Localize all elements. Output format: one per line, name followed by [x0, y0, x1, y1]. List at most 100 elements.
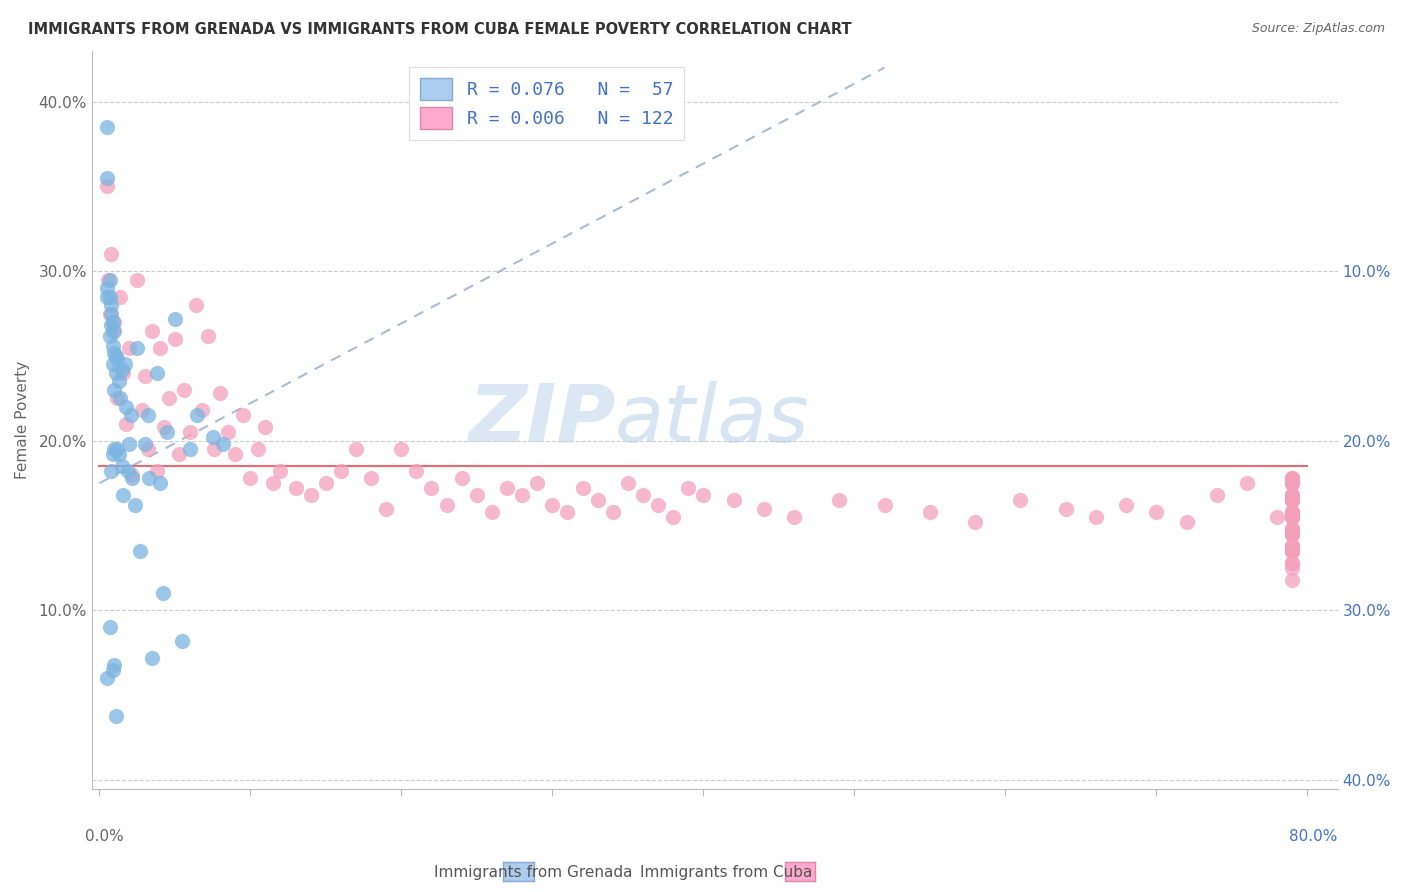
Point	[129, 544, 152, 558]
Point	[1144, 505, 1167, 519]
Text: Source: ZipAtlas.com: Source: ZipAtlas.com	[1251, 22, 1385, 36]
Point	[723, 493, 745, 508]
Point	[98, 307, 121, 321]
Point	[1281, 488, 1303, 502]
Point	[1281, 539, 1303, 553]
Point	[1281, 471, 1303, 485]
Point	[617, 476, 640, 491]
Point	[692, 488, 714, 502]
Point	[124, 498, 146, 512]
Point	[465, 488, 488, 502]
Point	[1281, 476, 1303, 491]
Point	[873, 498, 896, 512]
Point	[112, 488, 135, 502]
Point	[145, 464, 167, 478]
Point	[212, 437, 235, 451]
Point	[299, 488, 322, 502]
Point	[828, 493, 851, 508]
Point	[100, 464, 122, 478]
Point	[101, 339, 124, 353]
Point	[586, 493, 609, 508]
Point	[965, 515, 987, 529]
Point	[436, 498, 458, 512]
Point	[541, 498, 564, 512]
Point	[224, 447, 246, 461]
Point	[1281, 505, 1303, 519]
Point	[571, 481, 593, 495]
Point	[201, 430, 224, 444]
Point	[315, 476, 337, 491]
Point	[254, 420, 277, 434]
Point	[1281, 505, 1303, 519]
Point	[1281, 476, 1303, 491]
Point	[96, 281, 118, 295]
Point	[752, 501, 775, 516]
Point	[108, 375, 131, 389]
Point	[678, 481, 700, 495]
Point	[117, 464, 139, 478]
Point	[179, 425, 201, 440]
Point	[136, 409, 159, 423]
Point	[105, 442, 128, 457]
Point	[118, 437, 141, 451]
Point	[1281, 510, 1303, 524]
Point	[103, 345, 125, 359]
Point	[114, 358, 136, 372]
Point	[246, 442, 269, 457]
Point	[1281, 544, 1303, 558]
Point	[121, 471, 143, 485]
Point	[104, 349, 127, 363]
Point	[103, 442, 125, 457]
Point	[118, 341, 141, 355]
Point	[344, 442, 367, 457]
Point	[1281, 539, 1303, 553]
Point	[108, 447, 131, 461]
Point	[1205, 488, 1227, 502]
Point	[98, 273, 121, 287]
Point	[631, 488, 654, 502]
Point	[1085, 510, 1108, 524]
Point	[103, 324, 125, 338]
Point	[110, 392, 132, 406]
Point	[96, 120, 118, 134]
Point	[1281, 505, 1303, 519]
Point	[1281, 476, 1303, 491]
Point	[262, 476, 284, 491]
Point	[101, 324, 124, 338]
Point	[191, 403, 214, 417]
Text: 0.0%: 0.0%	[86, 830, 124, 844]
Point	[1281, 471, 1303, 485]
Point	[375, 501, 398, 516]
Point	[145, 366, 167, 380]
Point	[1281, 476, 1303, 491]
Text: 80.0%: 80.0%	[1289, 830, 1337, 844]
Point	[157, 392, 180, 406]
Point	[1010, 493, 1032, 508]
Point	[1281, 471, 1303, 485]
Point	[149, 341, 172, 355]
Point	[1281, 522, 1303, 536]
Point	[103, 315, 125, 329]
Point	[163, 332, 186, 346]
Point	[163, 311, 186, 326]
Point	[104, 708, 127, 723]
Point	[783, 510, 806, 524]
Point	[329, 464, 352, 478]
Point	[1281, 510, 1303, 524]
Point	[420, 481, 443, 495]
Point	[184, 298, 207, 312]
Point	[1054, 501, 1077, 516]
Point	[105, 352, 128, 367]
Point	[112, 366, 135, 380]
Point	[101, 315, 124, 329]
Point	[101, 447, 124, 461]
Point	[1281, 556, 1303, 570]
Point	[120, 409, 142, 423]
Point	[209, 386, 232, 401]
Point	[172, 634, 194, 648]
Point	[284, 481, 307, 495]
Point	[138, 471, 160, 485]
Point	[169, 447, 191, 461]
Point	[115, 417, 138, 431]
Point	[98, 328, 121, 343]
